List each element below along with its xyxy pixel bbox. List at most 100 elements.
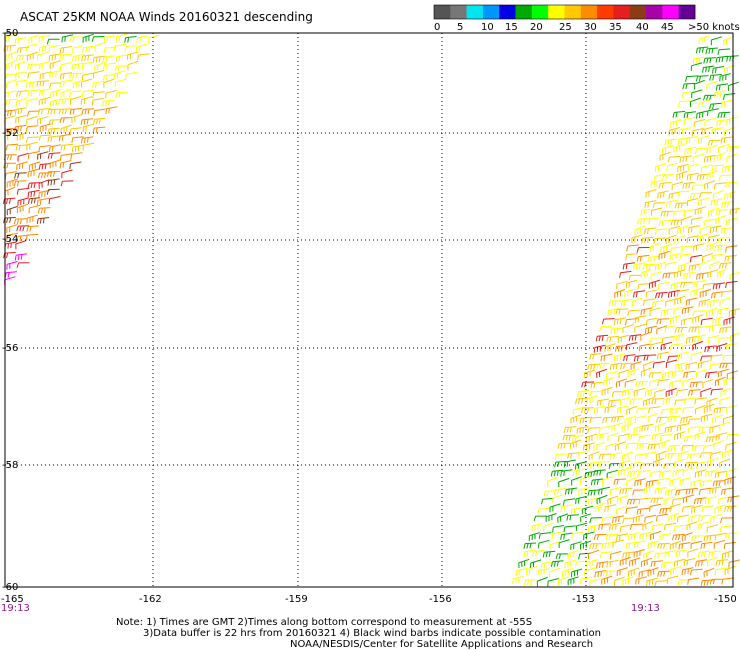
wind-barb (667, 415, 681, 422)
wind-barb (615, 308, 629, 315)
wind-barb (656, 351, 669, 360)
wind-barb (721, 449, 734, 459)
wind-barb (649, 337, 663, 344)
wind-barb (49, 98, 62, 107)
wind-barb (669, 477, 681, 487)
wind-barb (16, 90, 29, 97)
wind-barb (636, 442, 649, 450)
wind-barb (586, 461, 600, 469)
wind-barb (593, 405, 606, 414)
wind-barb (2, 197, 16, 205)
wind-barb (656, 318, 670, 325)
wind-barb (660, 561, 674, 569)
wind-barb (94, 41, 106, 52)
wind-barb (666, 162, 678, 172)
wind-barb (614, 441, 626, 451)
wind-barb (572, 468, 585, 477)
wind-barb (16, 97, 28, 107)
wind-barb (602, 476, 614, 486)
wind-barb (709, 486, 722, 495)
wind-barb (698, 35, 710, 45)
wind-barb (572, 406, 585, 416)
wind-barb (633, 425, 645, 434)
wind-barb (726, 153, 738, 163)
wind-barb (634, 323, 646, 333)
wind-barb (707, 457, 719, 467)
wind-barb (636, 407, 649, 415)
wind-barb (658, 182, 672, 189)
wind-barb (609, 362, 622, 371)
graticule (5, 33, 733, 587)
wind-barb (36, 198, 49, 206)
wind-barb (50, 89, 62, 98)
wind-barb (703, 534, 716, 542)
wind-barb (687, 548, 699, 558)
wind-barb (605, 442, 617, 452)
lat-label: -58 (2, 460, 18, 471)
wind-barb (16, 161, 28, 170)
legend-unit-label: >50 knots (688, 22, 740, 33)
wind-barb (709, 260, 721, 271)
wind-barb (515, 567, 528, 577)
wind-barb (679, 155, 692, 163)
legend-swatch (548, 5, 565, 19)
wind-barb (69, 90, 82, 98)
wind-barb (630, 361, 642, 370)
wind-barb (700, 387, 712, 398)
wind-barb (724, 532, 738, 539)
lat-label: -60 (2, 582, 18, 593)
wind-barb (638, 343, 651, 352)
wind-barb (645, 189, 657, 198)
wind-barb (69, 161, 82, 170)
wind-barb (723, 36, 735, 46)
wind-barb (622, 551, 635, 559)
wind-barb (681, 306, 694, 315)
wind-barb (599, 551, 613, 558)
wind-barb (710, 198, 723, 207)
wind-barb (598, 523, 611, 530)
wind-barb (712, 282, 726, 290)
wind-barb (725, 181, 738, 188)
wind-barb (618, 369, 630, 379)
wind-barb (714, 504, 726, 514)
wind-barb (663, 462, 676, 470)
wind-barb (587, 549, 600, 560)
wind-barb (601, 318, 615, 325)
wind-barb (706, 524, 719, 533)
wind-barb (49, 70, 62, 79)
wind-barb (677, 190, 691, 197)
wind-barb (570, 541, 582, 550)
wind-barb (552, 525, 565, 533)
wind-barb (714, 90, 727, 98)
wind-barb (710, 451, 722, 460)
wind-barb (713, 406, 726, 414)
wind-barb (645, 479, 658, 487)
wind-barb (674, 235, 686, 245)
wind-barb (92, 126, 106, 134)
legend-swatch (434, 5, 451, 19)
wind-barb (557, 576, 569, 586)
wind-barb (621, 451, 633, 461)
wind-barb (596, 432, 609, 441)
wind-barb (618, 433, 630, 442)
wind-barb (17, 197, 29, 206)
wind-barb (723, 93, 736, 100)
wind-barb (27, 189, 40, 198)
wind-barb (683, 208, 696, 217)
wind-barb (650, 530, 662, 540)
wind-barb (613, 353, 626, 362)
wind-barb (648, 406, 661, 414)
wind-barb (654, 228, 668, 236)
wind-barb (602, 570, 616, 577)
wind-barb (674, 295, 686, 305)
wind-barb (571, 531, 584, 540)
wind-barb (718, 174, 732, 182)
legend-swatch (613, 5, 631, 19)
wind-barb (658, 439, 670, 450)
wind-barb (5, 143, 19, 151)
wind-barb (720, 517, 733, 524)
wind-barb (664, 261, 677, 270)
wind-barb (81, 72, 94, 81)
wind-barb (681, 444, 694, 452)
wind-barb (635, 576, 647, 585)
